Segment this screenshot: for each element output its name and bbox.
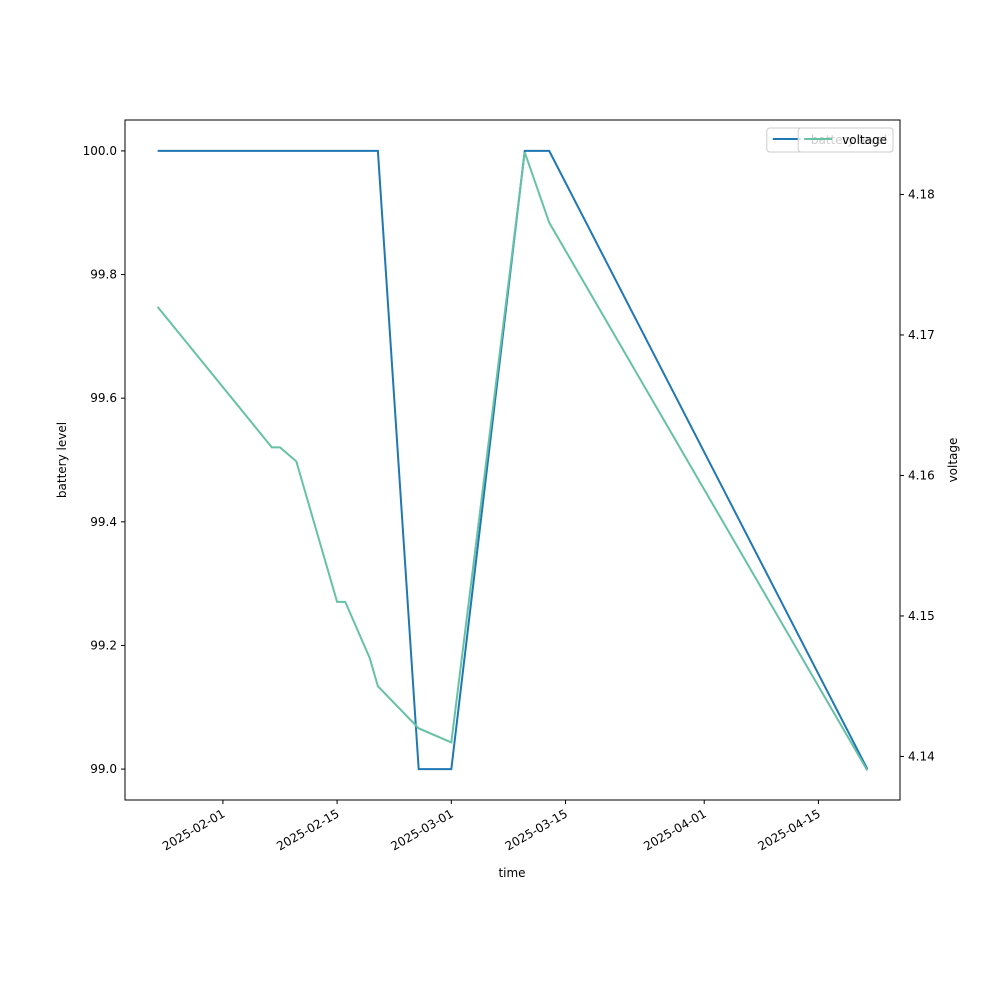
y2-tick-label: 4.17	[908, 328, 935, 342]
legend-label: voltage	[842, 133, 887, 147]
y-tick-label: 99.2	[90, 638, 117, 652]
y-axis-label: battery level	[55, 422, 69, 498]
series-line	[157, 149, 869, 771]
y2-tick-label: 4.16	[908, 468, 935, 482]
y-tick-label: 100.0	[83, 144, 117, 158]
y-tick-label: 99.8	[90, 268, 117, 282]
series-line	[156, 151, 869, 772]
y2-tick-label: 4.14	[908, 749, 935, 763]
y-tick-label: 99.4	[90, 515, 117, 529]
y-tick-label: 99.6	[90, 391, 117, 405]
plot-frame	[124, 119, 901, 801]
legend-box	[797, 127, 894, 153]
x-axis-label: time	[498, 866, 525, 880]
y-tick-label: 99.0	[90, 762, 117, 776]
y2-tick-label: 4.18	[908, 187, 935, 201]
y2-tick-label: 4.15	[908, 609, 935, 623]
y2-axis-label: voltage	[946, 438, 960, 483]
